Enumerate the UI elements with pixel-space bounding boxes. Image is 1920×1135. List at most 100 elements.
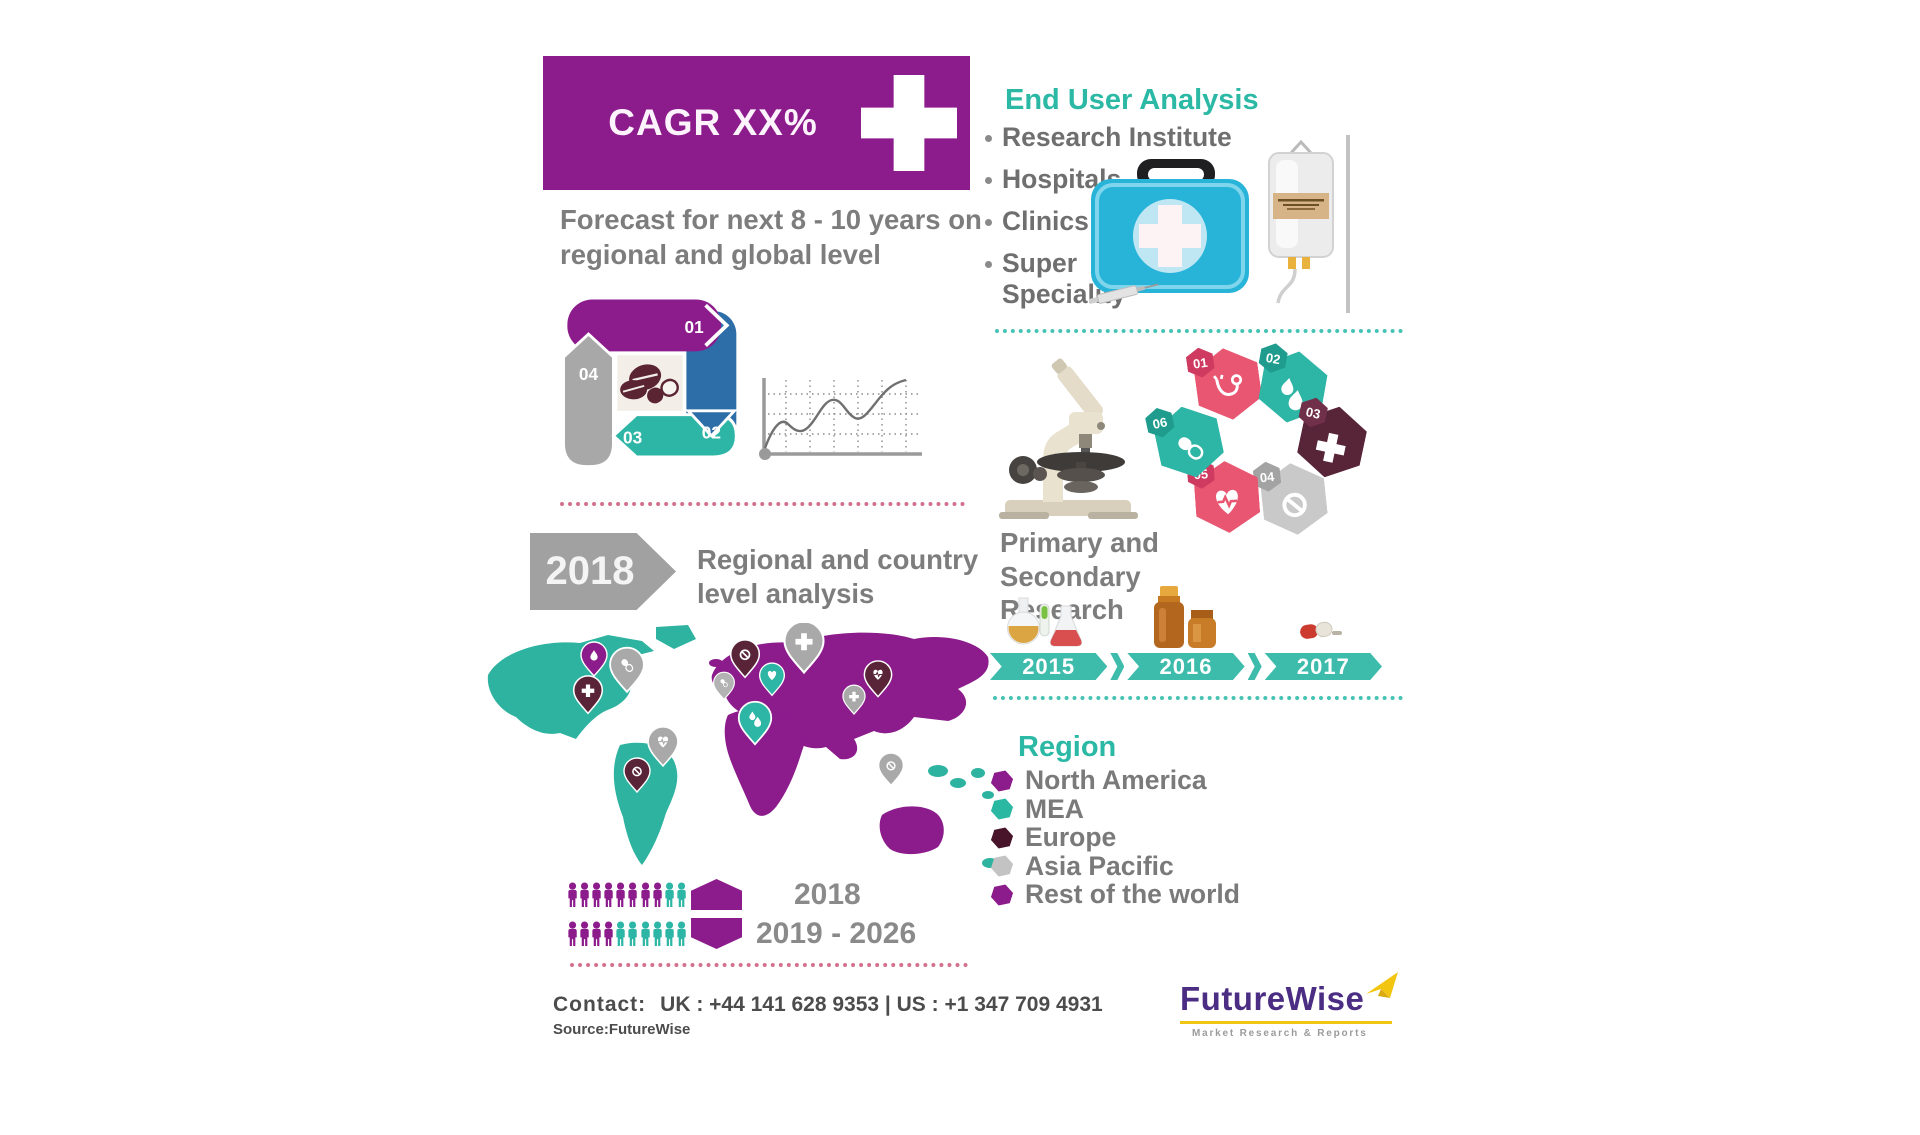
- hex-badge-02: 02: [1255, 346, 1331, 428]
- logo-tagline: Market Research & Reports: [1192, 1028, 1368, 1039]
- person-icon: [568, 881, 577, 907]
- white-cross-icon: [1139, 205, 1201, 267]
- timeline-year: 2015: [990, 653, 1108, 680]
- person-icon: [580, 881, 589, 907]
- dotted-divider: [560, 502, 965, 506]
- cagr-banner: CAGR XX%: [543, 56, 970, 190]
- end-user-item: Research Institute: [985, 122, 1232, 153]
- region-swatch-icon: [989, 824, 1015, 851]
- year-shape: [691, 879, 742, 910]
- trend-line: [763, 378, 907, 449]
- map-pin-capsule: [713, 671, 735, 701]
- person-icon: [665, 881, 674, 907]
- region-label: North America: [1025, 765, 1207, 796]
- grid-lines: [768, 380, 922, 452]
- region-label: Europe: [1025, 822, 1117, 853]
- syringe-illustration: [1088, 283, 1159, 304]
- stethoscope-icon: [1209, 370, 1250, 411]
- hex-badge-04: 04: [1258, 460, 1329, 538]
- person-icon: [568, 920, 577, 946]
- hex-badge-06: 06: [1150, 400, 1228, 484]
- region-title: Region: [1018, 731, 1117, 763]
- person-icon: [616, 920, 626, 946]
- population-year-label: 2018: [794, 877, 861, 911]
- person-icon: [653, 920, 662, 946]
- pills-illustration: [620, 364, 679, 404]
- person-icon: [592, 920, 601, 946]
- greenland: [656, 625, 696, 649]
- futurewise-logo: FutureWise Market Research & Reports: [1180, 972, 1420, 1039]
- bullet-dot: [985, 135, 992, 142]
- logo-underline: [1180, 1021, 1392, 1024]
- legend-item: Asia Pacific: [989, 851, 1240, 881]
- bullet-dot: [985, 219, 992, 226]
- end-user-label: Clinics: [1002, 206, 1089, 236]
- person-icon: [592, 881, 601, 907]
- person-icon: [677, 881, 686, 907]
- medical-cross-icon: [861, 75, 957, 171]
- year-arrow-badge: 2018: [530, 533, 676, 610]
- dotted-divider: [570, 963, 968, 967]
- dotted-divider: [995, 329, 1403, 333]
- segment-label: 01: [684, 317, 704, 337]
- uk-island: [709, 659, 723, 667]
- map-pins: [572, 623, 905, 794]
- map-pin-cross: [572, 675, 604, 715]
- origin-dot: [759, 448, 771, 460]
- map-pin-prohibition: [623, 757, 651, 794]
- contact-line: Contact: UK : +44 141 628 9353 | US : +1 …: [553, 993, 1103, 1017]
- contact-label: Contact:: [553, 993, 647, 1016]
- cross-icon: [1309, 427, 1352, 470]
- timeline-year: 2016: [1127, 653, 1245, 680]
- segment-cycle-diagram: 01 02 03 04: [562, 299, 738, 468]
- region-swatch-icon: [989, 796, 1015, 823]
- hex-badge-03: 03: [1293, 400, 1371, 484]
- map-pin-drop: [580, 641, 608, 678]
- region-swatch-icon: [989, 853, 1015, 880]
- map-pin-prohibition: [877, 752, 905, 787]
- map-pin-cross: [842, 684, 866, 715]
- people-icons: [567, 920, 687, 948]
- dotted-divider: [993, 696, 1403, 700]
- prohibition-icon: [1275, 485, 1315, 525]
- legend-item: Europe: [989, 822, 1240, 852]
- map-pin-heart-pulse: [647, 726, 679, 768]
- region-legend: North America MEA Europe Asia Pacific Rest o…: [989, 765, 1240, 909]
- legend-item: North America: [989, 765, 1240, 795]
- iv-bag: [1268, 139, 1334, 304]
- population-row: 2018: [567, 878, 916, 911]
- chevron-notch-icon: [704, 303, 730, 347]
- end-user-item: Clinics: [985, 206, 1232, 237]
- contact-numbers: UK : +44 141 628 9353 | US : +1 347 709 …: [660, 993, 1103, 1016]
- australia: [879, 806, 944, 855]
- legend-item: Rest of the world: [992, 879, 1240, 909]
- map-pin-cross: [783, 623, 825, 675]
- person-icon: [665, 920, 674, 946]
- paper-plane-icon: [1366, 972, 1398, 998]
- person-icon: [640, 920, 650, 946]
- trend-sketch-chart: [759, 378, 922, 460]
- world-map: [487, 623, 998, 868]
- bullet-dot: [985, 261, 992, 268]
- timeline-chevron-icon: [1247, 653, 1262, 680]
- person-icon: [580, 920, 589, 946]
- map-pin-heart: [758, 662, 786, 697]
- population-row: 2019 - 2026: [567, 917, 916, 950]
- first-aid-kit-illustration: [1088, 135, 1350, 313]
- map-pin-drops: [737, 700, 773, 746]
- end-user-label: Research Institute: [1002, 122, 1232, 152]
- africa: [724, 709, 805, 816]
- forecast-text: Forecast for next 8 - 10 years on region…: [560, 204, 982, 270]
- end-user-list: Research Institute Hospitals Clinics Super …: [985, 122, 1232, 321]
- hex-badge-01: 01: [1191, 344, 1264, 424]
- year-shape: [691, 918, 742, 949]
- cagr-title: CAGR XX%: [608, 102, 818, 143]
- heart-pulse-icon: [1208, 484, 1246, 522]
- microscope-illustration: [999, 358, 1138, 519]
- bullet-dot: [985, 177, 992, 184]
- region-swatch-icon: [989, 767, 1015, 794]
- segment-label: 03: [623, 427, 642, 447]
- capsule-illustration: [1300, 621, 1342, 639]
- segment-04-bar: [562, 332, 615, 468]
- medicine-bottles-illustration: [1154, 586, 1216, 648]
